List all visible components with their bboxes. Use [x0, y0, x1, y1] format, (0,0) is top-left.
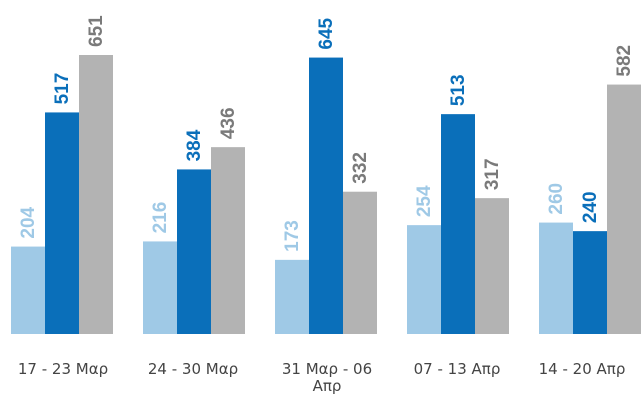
bars-layer [11, 55, 641, 335]
bar-1-1 [11, 246, 45, 334]
bar-1-3 [275, 259, 309, 334]
bar-2-3 [309, 57, 343, 334]
value-label-2-1: 517 [52, 73, 73, 105]
x-tick-label-4: 07 - 13 Απρ [414, 360, 501, 378]
value-label-3-2: 436 [218, 107, 239, 139]
value-label-3-5: 582 [614, 45, 635, 77]
value-label-2-5: 240 [580, 191, 601, 223]
bar-2-1 [45, 112, 79, 334]
bar-3-4 [475, 198, 509, 334]
value-label-2-4: 513 [448, 74, 469, 106]
value-label-1-1: 204 [18, 206, 39, 238]
value-label-3-1: 651 [86, 15, 107, 47]
bar-3-3 [343, 191, 377, 334]
bar-1-5 [539, 222, 573, 334]
value-label-2-3: 645 [316, 17, 337, 49]
x-tick-label-1: 17 - 23 Μαρ [18, 360, 108, 378]
value-labels-layer: 204 216 173 254 260 517 384 645 513 240 651 436 332 3… [18, 15, 635, 252]
value-label-1-3: 173 [282, 220, 303, 252]
value-label-3-3: 332 [350, 152, 371, 184]
bar-3-2 [211, 147, 245, 334]
bar-1-2 [143, 241, 177, 334]
value-label-2-2: 384 [184, 129, 205, 161]
value-label-1-4: 254 [414, 185, 435, 217]
x-tick-label-5: 14 - 20 Απρ [539, 360, 626, 378]
x-tick-label-2: 24 - 30 Μαρ [148, 360, 238, 378]
bar-3-1 [79, 55, 113, 334]
x-axis-tick-labels: 17 - 23 Μαρ 24 - 30 Μαρ 31 Μαρ - 06 Απρ 07 -… [18, 360, 625, 395]
bar-2-2 [177, 169, 211, 334]
bar-2-5 [573, 231, 607, 334]
value-label-1-2: 216 [150, 202, 171, 234]
x-tick-label-3: 31 Μαρ - 06 Απρ [282, 360, 372, 395]
bar-2-4 [441, 114, 475, 335]
value-label-1-5: 260 [546, 183, 567, 215]
bar-1-4 [407, 225, 441, 334]
bar-3-5 [607, 84, 641, 334]
value-label-3-4: 317 [482, 158, 503, 190]
